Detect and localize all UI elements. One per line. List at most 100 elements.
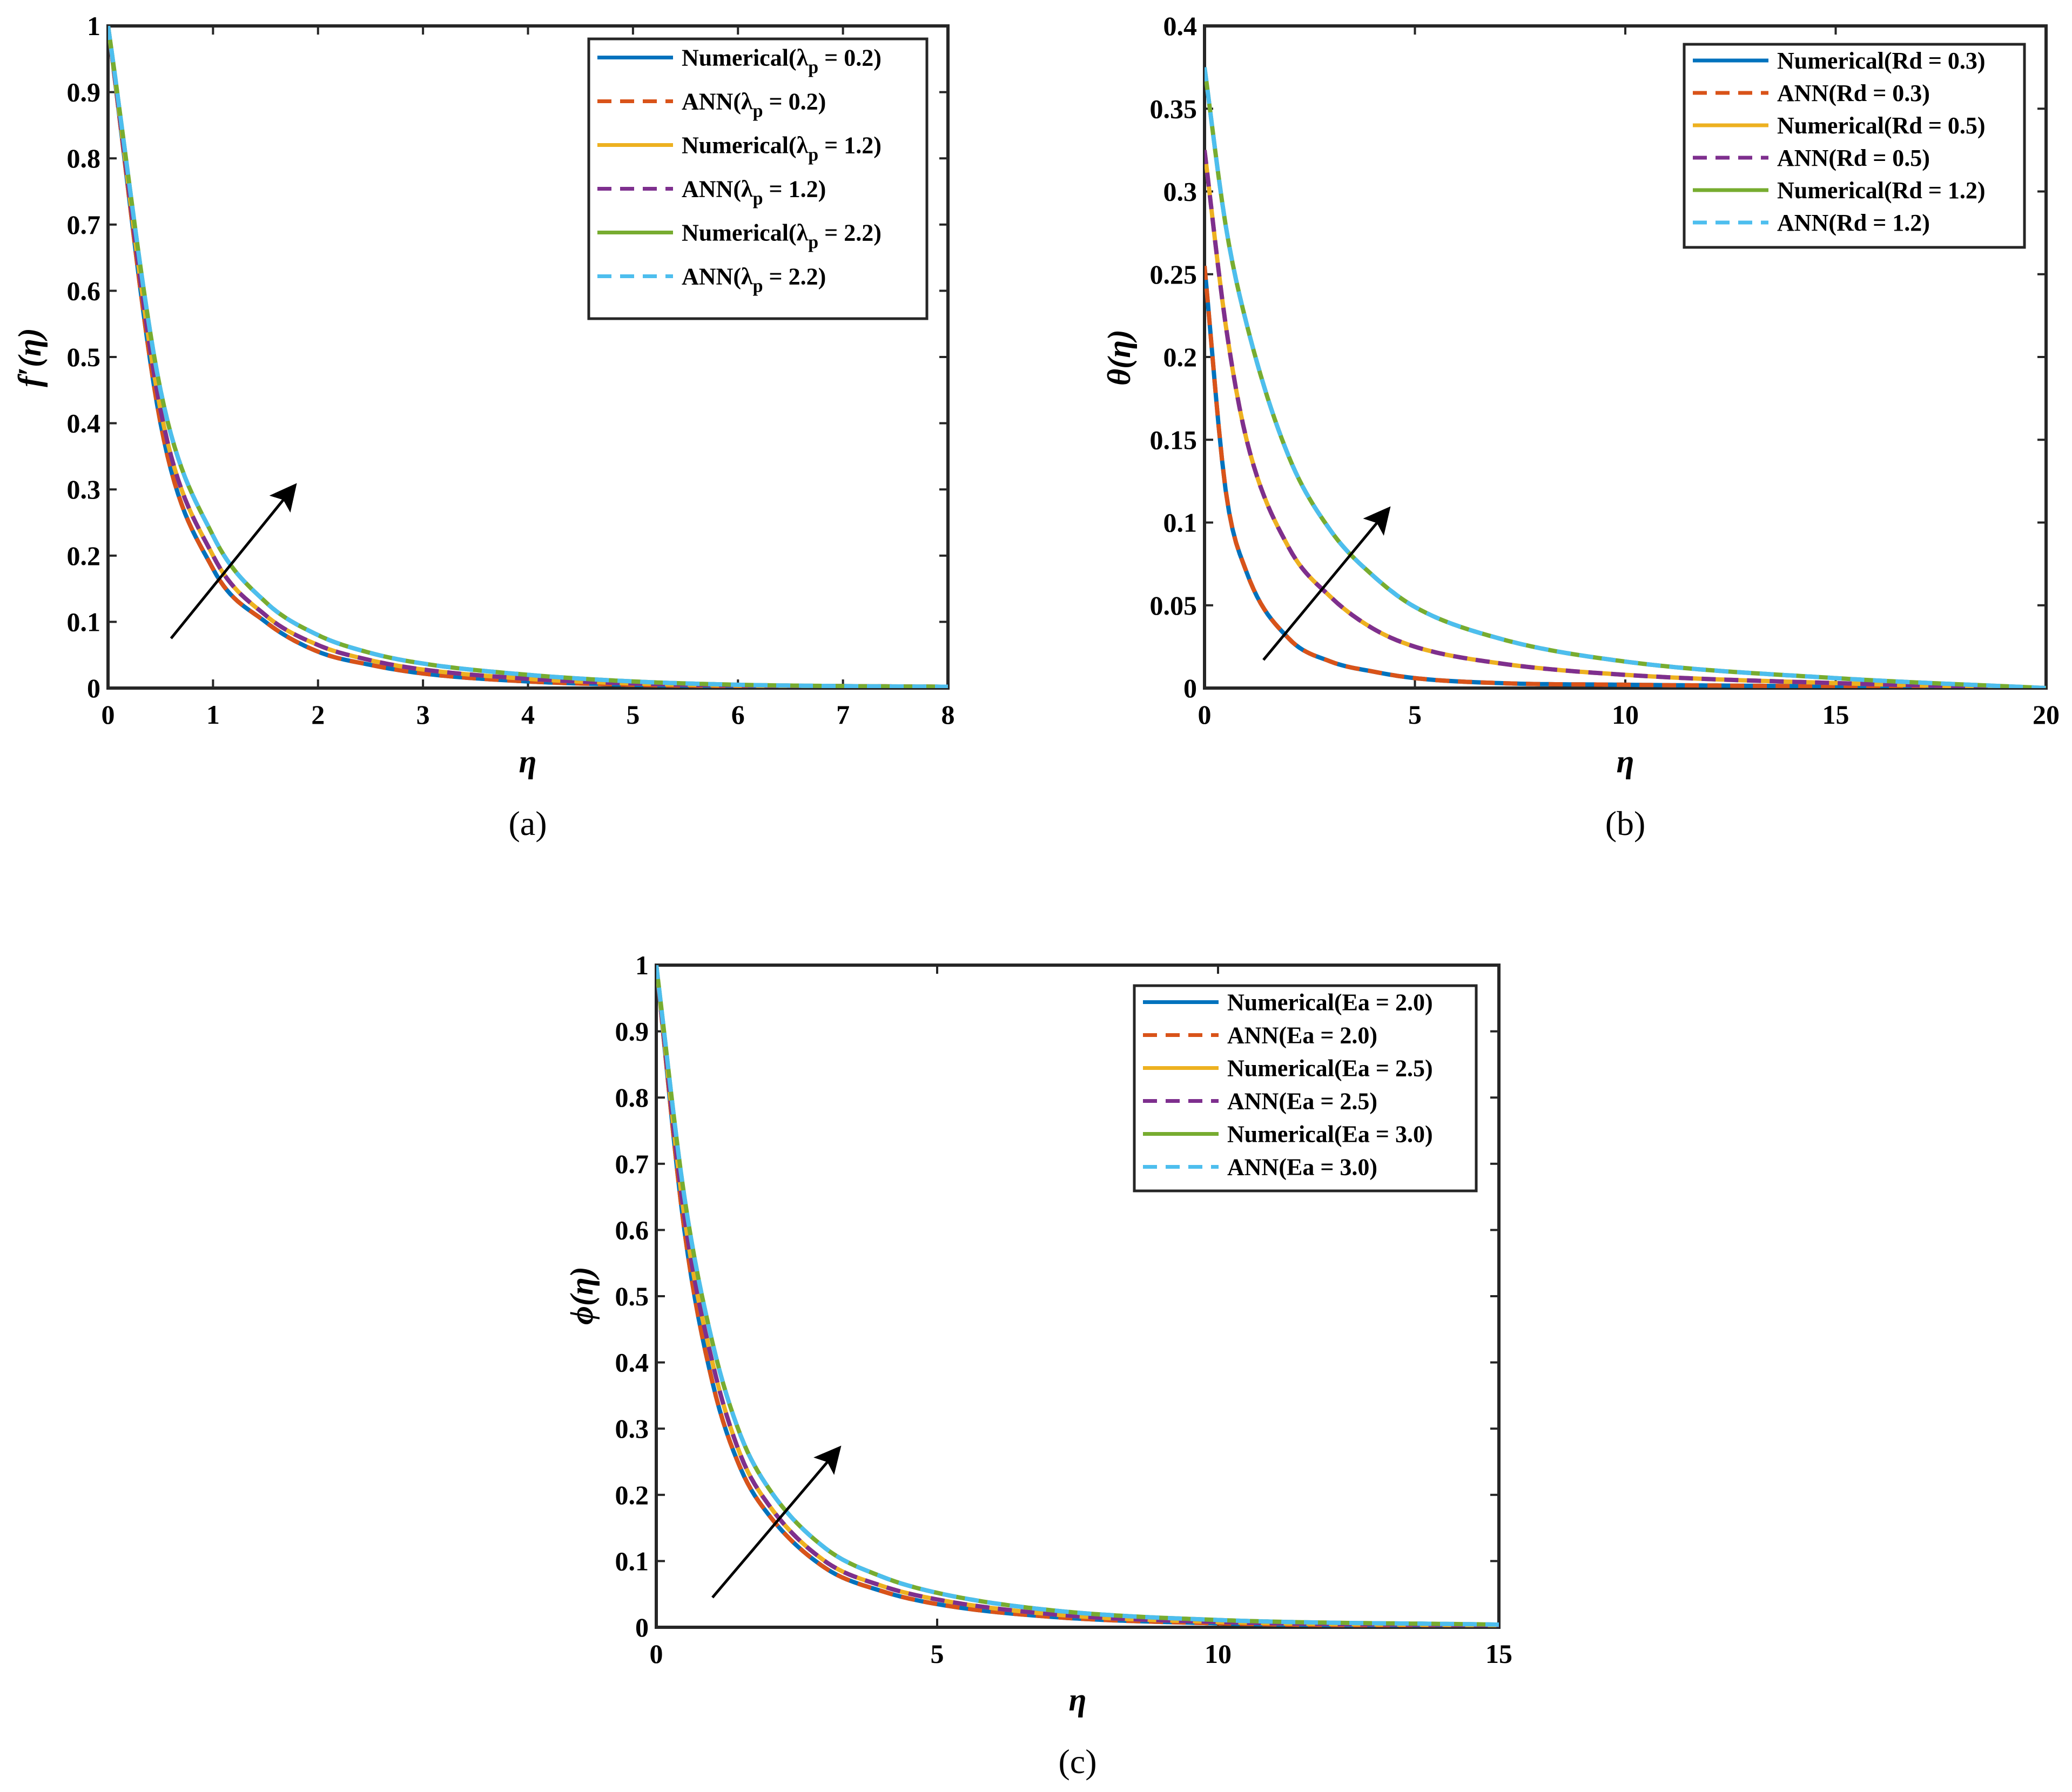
legend-label: Numerical(Ea = 2.0) bbox=[1227, 989, 1433, 1016]
plot-area-b: 0 5 10 15 20 0 0.05 0.1 0.15 0.2 0.25 0.3 0.35 0.4 Num… bbox=[1150, 11, 2060, 730]
y-axis-label-c: ϕ(η) bbox=[564, 1266, 600, 1325]
series-line-6 bbox=[108, 26, 948, 688]
x-tick-label: 6 bbox=[731, 699, 745, 730]
y-tick-label: 0.25 bbox=[1150, 259, 1198, 289]
y-tick-label: 0 bbox=[1183, 673, 1197, 703]
series-line-2 bbox=[1205, 266, 2046, 688]
x-tick-label: 1 bbox=[206, 699, 220, 730]
y-tick-label: 0.7 bbox=[67, 210, 101, 240]
chart-panel-c: 0 5 10 15 0 0.1 0.2 0.3 0.4 0.5 0.6 0.7 0.8 0.9 1 Numer… bbox=[564, 950, 1512, 1781]
y-tick-label: 0.9 bbox=[615, 1016, 649, 1047]
series-group bbox=[108, 26, 948, 688]
y-tick-label: 0.5 bbox=[615, 1281, 649, 1311]
panel-label-c: (c) bbox=[1058, 1742, 1096, 1781]
series-line-1 bbox=[1205, 266, 2046, 688]
x-tick-label: 4 bbox=[521, 699, 535, 730]
series-line-6 bbox=[1205, 67, 2046, 688]
legend-label: ANN(Ea = 3.0) bbox=[1227, 1154, 1377, 1181]
legend-label: Numerical(Ea = 2.5) bbox=[1227, 1055, 1433, 1082]
legend-label: Numerical(Ea = 3.0) bbox=[1227, 1121, 1433, 1148]
y-tick-label: 1 bbox=[87, 11, 100, 41]
y-axis-label-b: θ(η) bbox=[1101, 329, 1137, 386]
plot-area-c: 0 5 10 15 0 0.1 0.2 0.3 0.4 0.5 0.6 0.7 0.8 0.9 1 Numer… bbox=[615, 950, 1513, 1669]
y-tick-label: 0.3 bbox=[1163, 177, 1198, 207]
x-tick-label: 15 bbox=[1822, 699, 1849, 730]
x-tick-label: 0 bbox=[102, 699, 115, 730]
legend: Numerical(Ea = 2.0) ANN(Ea = 2.0) Numerica… bbox=[1133, 984, 1478, 1193]
y-tick-label: 0 bbox=[87, 673, 100, 703]
x-tick-label: 2 bbox=[311, 699, 325, 730]
legend-box bbox=[587, 37, 929, 320]
chart-panel-a: 0 1 2 3 4 5 6 7 8 0 0.1 0.2 0.3 0.4 0.5 0.6 0.7 0.8 0.9 1 Nu… bbox=[12, 11, 955, 843]
x-axis-label-a: η bbox=[519, 744, 537, 779]
panel-label-b: (b) bbox=[1605, 804, 1646, 843]
y-tick-label: 0.35 bbox=[1150, 93, 1198, 124]
legend-label: Numerical(λp = 0.2) bbox=[682, 45, 882, 78]
series-line-4 bbox=[108, 26, 948, 688]
legend-label: Numerical(Rd = 1.2) bbox=[1777, 177, 1986, 204]
x-tick-label: 0 bbox=[650, 1639, 663, 1669]
y-tick-label: 0.7 bbox=[615, 1149, 649, 1179]
chart-panel-b: 0 5 10 15 20 0 0.05 0.1 0.15 0.2 0.25 0.3 0.35 0.4 Num… bbox=[1101, 11, 2060, 843]
y-tick-label: 0.4 bbox=[1163, 11, 1198, 41]
y-tick-label: 0.15 bbox=[1150, 425, 1198, 455]
series-line-4 bbox=[1205, 150, 2046, 688]
legend-label: ANN(Ea = 2.0) bbox=[1227, 1022, 1377, 1049]
y-tick-label: 0 bbox=[635, 1612, 649, 1642]
trend-arrow bbox=[170, 483, 297, 639]
y-tick-label: 0.2 bbox=[615, 1480, 649, 1510]
y-tick-label: 0.6 bbox=[67, 275, 101, 306]
plot-area-a: 0 1 2 3 4 5 6 7 8 0 0.1 0.2 0.3 0.4 0.5 0.6 0.7 0.8 0.9 1 Nu… bbox=[67, 11, 955, 730]
legend-label: ANN(λp = 0.2) bbox=[682, 89, 826, 122]
y-tick-label: 0.3 bbox=[615, 1413, 649, 1444]
y-tick-label: 0.1 bbox=[67, 607, 101, 637]
x-axis-label-c: η bbox=[1069, 1682, 1087, 1717]
legend: Numerical(Rd = 0.3) ANN(Rd = 0.3) Numerica… bbox=[1683, 43, 2026, 249]
y-tick-label: 1 bbox=[635, 950, 649, 980]
y-tick-label: 0.8 bbox=[67, 143, 101, 173]
legend-label: ANN(Rd = 0.5) bbox=[1777, 145, 1930, 171]
y-tick-label: 0.9 bbox=[67, 77, 101, 107]
x-tick-label: 7 bbox=[836, 699, 850, 730]
legend-box bbox=[1133, 984, 1478, 1193]
legend-label: Numerical(Rd = 0.3) bbox=[1777, 48, 1986, 74]
legend-label: ANN(Rd = 0.3) bbox=[1777, 80, 1930, 106]
x-tick-label: 8 bbox=[941, 699, 955, 730]
legend: Numerical(λp = 0.2) ANN(λp = 0.2) Numerica… bbox=[587, 37, 929, 320]
x-tick-label: 10 bbox=[1612, 699, 1639, 730]
series-group bbox=[656, 965, 1499, 1627]
legend-label: ANN(Ea = 2.5) bbox=[1227, 1088, 1377, 1115]
legend-label: ANN(λp = 1.2) bbox=[682, 176, 826, 209]
x-tick-label: 15 bbox=[1485, 1639, 1512, 1669]
legend-label: ANN(λp = 2.2) bbox=[682, 264, 826, 297]
y-tick-label: 0.4 bbox=[615, 1348, 649, 1378]
legend-label: Numerical(λp = 1.2) bbox=[682, 132, 882, 165]
y-tick-label: 0.2 bbox=[67, 541, 101, 571]
y-axis-label-a: f′(η) bbox=[12, 328, 48, 387]
legend-label: Numerical(Rd = 0.5) bbox=[1777, 112, 1986, 139]
y-tick-label: 0.6 bbox=[615, 1215, 649, 1245]
y-tick-label: 0.2 bbox=[1163, 342, 1198, 372]
x-tick-label: 5 bbox=[931, 1639, 944, 1669]
x-axis-label-b: η bbox=[1617, 744, 1634, 779]
legend-label: Numerical(λp = 2.2) bbox=[682, 220, 882, 253]
x-tick-label: 5 bbox=[626, 699, 640, 730]
y-tick-label: 0.1 bbox=[615, 1546, 649, 1576]
x-tick-label: 20 bbox=[2033, 699, 2060, 730]
series-group bbox=[1205, 67, 2046, 688]
y-tick-label: 0.3 bbox=[67, 474, 101, 504]
trend-arrow bbox=[1262, 506, 1391, 661]
trend-arrow bbox=[711, 1445, 842, 1599]
series-line-4 bbox=[656, 965, 1499, 1627]
y-tick-label: 0.8 bbox=[615, 1082, 649, 1113]
y-tick-label: 0.5 bbox=[67, 342, 101, 372]
legend-label: ANN(Rd = 1.2) bbox=[1777, 210, 1930, 236]
x-tick-label: 3 bbox=[416, 699, 430, 730]
legend-box bbox=[1683, 43, 2026, 249]
y-tick-label: 0.05 bbox=[1150, 590, 1198, 621]
y-tick-label: 0.4 bbox=[67, 408, 101, 439]
x-tick-label: 0 bbox=[1198, 699, 1212, 730]
panel-label-a: (a) bbox=[508, 804, 547, 843]
series-line-6 bbox=[656, 965, 1499, 1627]
